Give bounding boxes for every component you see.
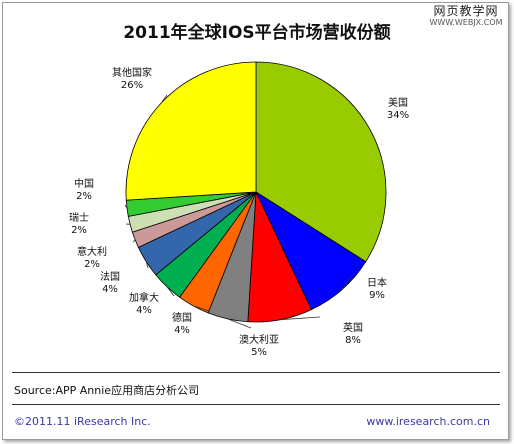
- leader-line: [341, 275, 353, 290]
- pie-slices: [125, 61, 387, 323]
- slice-label: 英国: [343, 321, 363, 334]
- leader-line: [160, 94, 168, 104]
- slice-value-label: 5%: [251, 347, 267, 358]
- leader-line: [166, 286, 175, 297]
- slice-value-label: 4%: [136, 305, 152, 316]
- divider-top: [12, 372, 500, 373]
- leader-line: [193, 305, 210, 312]
- copyright: ©2011.11 iResearch Inc.: [14, 415, 151, 428]
- slice-value-label: 8%: [345, 335, 361, 346]
- watermark: 网页教学网 WWW.WEBJX.COM: [420, 4, 512, 28]
- slice-label: 中国: [74, 177, 94, 190]
- slice-label: 日本: [367, 276, 387, 289]
- slice-label: 意大利: [77, 245, 107, 258]
- website-link[interactable]: www.iresearch.com.cn: [366, 415, 490, 428]
- chart-title: 2011年全球IOS平台市场营收份额: [123, 23, 391, 43]
- leader-lines: [124, 94, 353, 329]
- watermark-name: 网页教学网: [433, 4, 499, 18]
- slice-label: 瑞士: [69, 211, 89, 224]
- slice-label: 德国: [172, 311, 192, 324]
- leader-line: [132, 239, 136, 243]
- slice-label: 美国: [388, 96, 408, 109]
- slice-label: 其他国家: [112, 66, 152, 79]
- leader-line: [145, 261, 149, 269]
- slice-label: 加拿大: [129, 291, 159, 304]
- leader-line: [280, 316, 321, 321]
- slice-value-label: 4%: [102, 284, 118, 295]
- pie-slice: [125, 61, 257, 201]
- leader-line: [124, 204, 128, 209]
- slice-label: 澳大利亚: [239, 333, 279, 346]
- slice-value-label: 2%: [71, 225, 87, 236]
- divider-bottom: [12, 404, 500, 405]
- slice-labels: 美国34%日本9%英国8%澳大利亚5%德国4%加拿大4%法国4%意大利2%瑞士2…: [69, 66, 409, 358]
- pie-slice: [255, 61, 387, 263]
- slice-label: 法国: [100, 270, 120, 283]
- source-note: Source:APP Annie应用商店分析公司: [14, 384, 200, 397]
- leader-line: [227, 318, 252, 329]
- slice-value-label: 34%: [387, 110, 409, 121]
- slice-value-label: 26%: [121, 80, 143, 91]
- slice-value-label: 2%: [76, 191, 92, 202]
- watermark-url: WWW.WEBJX.COM: [429, 18, 503, 27]
- slice-value-label: 4%: [174, 325, 190, 336]
- slice-value-label: 2%: [84, 259, 100, 270]
- slice-value-label: 9%: [369, 290, 385, 301]
